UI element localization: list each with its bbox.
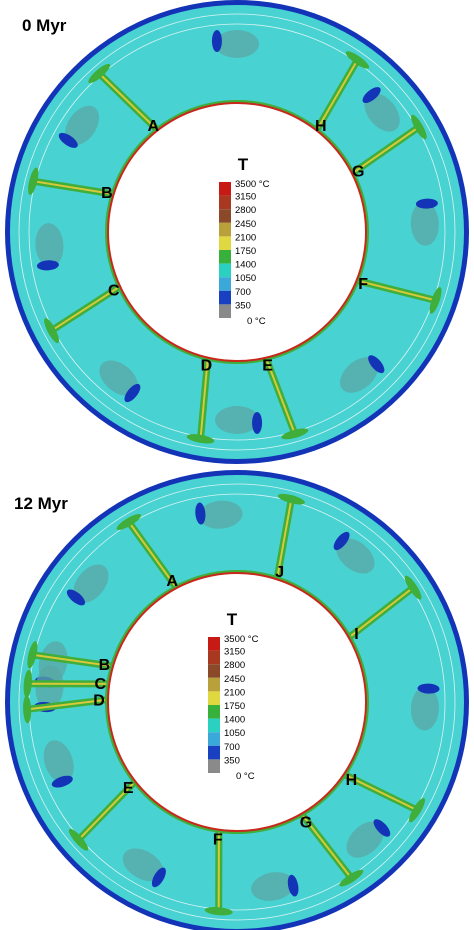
colorbar-tick: 1400 (224, 715, 245, 726)
colorbar-tick: 350 (235, 300, 251, 311)
colorbar-top-label: 3500 °C (224, 634, 259, 645)
colorbar-tick: 1050 (235, 273, 256, 284)
plume-label: D (201, 358, 213, 375)
plume-label: I (354, 626, 358, 643)
colorbar-swatch (219, 304, 231, 318)
colorbar-tick: 2800 (224, 660, 245, 671)
colorbar-tick: 2450 (224, 674, 245, 685)
colorbar-tick: 2100 (235, 232, 256, 243)
colorbar-tick: 3150 (235, 192, 256, 203)
colorbar-tick: 2100 (224, 687, 245, 698)
plume-label: C (95, 676, 107, 693)
colorbar-top-label: 3500 °C (235, 179, 270, 190)
colorbar-tick: 700 (235, 287, 251, 298)
cold-downwelling (212, 30, 222, 52)
plume-label: G (300, 815, 312, 832)
plume-label: B (101, 185, 113, 202)
colorbar-bottom-label: 0 °C (247, 316, 266, 327)
colorbar-tick: 350 (224, 755, 240, 766)
plume-label: H (346, 772, 358, 789)
panel-time-label-0myr: 0 Myr (22, 16, 67, 35)
colorbar-bottom-label: 0 °C (236, 771, 255, 782)
colorbar-swatch (219, 236, 231, 250)
colorbar-title: T (238, 155, 249, 174)
colorbar-swatch (208, 664, 220, 678)
colorbar-swatch (219, 291, 231, 305)
colorbar-tick: 3150 (224, 647, 245, 658)
plume-label: A (147, 118, 159, 135)
plume-label: A (166, 573, 178, 590)
colorbar-swatch (219, 277, 231, 291)
colorbar-swatch (208, 759, 220, 773)
colorbar-tick: 2450 (235, 219, 256, 230)
colorbar-swatch (219, 196, 231, 210)
colorbar-swatch (208, 705, 220, 719)
colorbar-tick: 700 (224, 742, 240, 753)
colorbar-swatch (208, 719, 220, 733)
plume-label: J (275, 564, 284, 581)
colorbar-title: T (227, 610, 238, 629)
colorbar-swatch (208, 732, 220, 746)
plume-label: D (93, 693, 105, 710)
colorbar-swatch (219, 182, 231, 196)
colorbar-swatch (219, 223, 231, 237)
colorbar-tick: 1750 (235, 246, 256, 257)
plume-label: F (358, 276, 368, 293)
colorbar-tick: 1750 (224, 701, 245, 712)
plume-label: H (315, 118, 327, 135)
plume-label: E (262, 358, 273, 375)
colorbar-swatch (219, 264, 231, 278)
colorbar-swatch (219, 209, 231, 223)
colorbar-tick: 1050 (224, 728, 245, 739)
panel-time-label-12myr: 12 Myr (14, 494, 68, 513)
plume-label: C (108, 282, 120, 299)
plume-label: F (213, 832, 223, 849)
plume-label: G (352, 163, 364, 180)
colorbar-swatch (208, 651, 220, 665)
colorbar-swatch (219, 250, 231, 264)
colorbar-swatch (208, 678, 220, 692)
colorbar-swatch (208, 691, 220, 705)
plume-label: E (123, 780, 134, 797)
colorbar-tick: 2800 (235, 205, 256, 216)
colorbar-swatch (208, 637, 220, 651)
colorbar-swatch (208, 746, 220, 760)
colorbar-tick: 1400 (235, 260, 256, 271)
panel-12myr: A J I BCD E H G F (5, 470, 469, 930)
plume-label: B (99, 657, 111, 674)
cold-downwelling (252, 412, 262, 434)
